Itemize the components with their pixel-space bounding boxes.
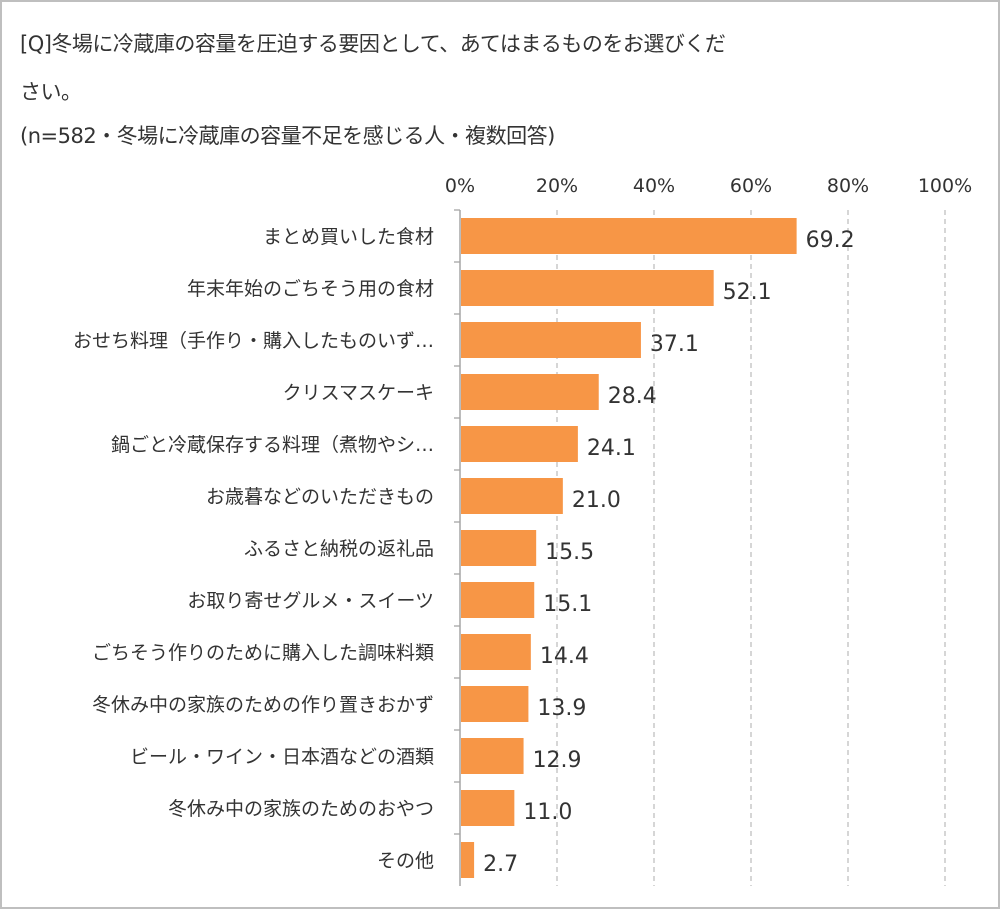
data-label: 28.4: [608, 384, 657, 409]
chart-subtitle: (n=582・冬場に冷蔵庫の容量不足を感じる人・複数回答): [20, 124, 555, 148]
category-label: クリスマスケーキ: [283, 382, 434, 404]
category-label: お歳暮などのいただきもの: [206, 486, 434, 508]
category-label: 鍋ごと冷蔵保存する料理（煮物やシ…: [111, 434, 434, 456]
data-label: 11.0: [523, 800, 572, 825]
category-label: ビール・ワイン・日本酒などの酒類: [130, 746, 434, 768]
bar: [461, 686, 529, 722]
bar: [461, 790, 515, 826]
category-label: おせち料理（手作り・購入したものいず…: [73, 330, 434, 352]
data-label: 69.2: [806, 228, 855, 253]
category-label: まとめ買いした食材: [263, 226, 434, 248]
bar: [461, 270, 714, 306]
x-tick-label: 40%: [633, 175, 675, 197]
bar: [461, 842, 475, 878]
category-label: お取り寄せグルメ・スイーツ: [187, 590, 434, 612]
bar: [461, 426, 578, 462]
x-tick-label: 100%: [918, 175, 972, 197]
x-tick-label: 0%: [445, 175, 475, 197]
bar: [461, 530, 537, 566]
x-tick-label: 60%: [730, 175, 772, 197]
chart-title-line-2: さい。: [20, 80, 82, 104]
bar: [461, 322, 641, 358]
bar: [461, 478, 563, 514]
data-label: 14.4: [540, 644, 589, 669]
bar: [461, 582, 535, 618]
category-label: 年末年始のごちそう用の食材: [187, 278, 434, 300]
data-label: 12.9: [533, 748, 582, 773]
x-tick-label: 80%: [827, 175, 869, 197]
bar: [461, 374, 599, 410]
category-label: 冬休み中の家族のための作り置きおかず: [92, 694, 434, 716]
x-tick-label: 20%: [536, 175, 578, 197]
chart-title-line-1: [Q]冬場に冷蔵庫の容量を圧迫する要因として、あてはまるものをお選びくだ: [20, 32, 726, 56]
data-label: 13.9: [537, 696, 586, 721]
data-label: 24.1: [587, 436, 636, 461]
bar: [461, 218, 797, 254]
category-label: その他: [377, 850, 434, 872]
bar: [461, 738, 524, 774]
category-label: ごちそう作りのために購入した調味料類: [92, 642, 434, 664]
data-label: 52.1: [723, 280, 772, 305]
data-label: 2.7: [483, 852, 518, 877]
category-label: 冬休み中の家族のためのおやつ: [168, 798, 434, 820]
data-label: 21.0: [572, 488, 621, 513]
category-label: ふるさと納税の返礼品: [244, 538, 434, 560]
data-label: 37.1: [650, 332, 699, 357]
data-label: 15.1: [543, 592, 592, 617]
data-label: 15.5: [545, 540, 594, 565]
bar: [461, 634, 531, 670]
